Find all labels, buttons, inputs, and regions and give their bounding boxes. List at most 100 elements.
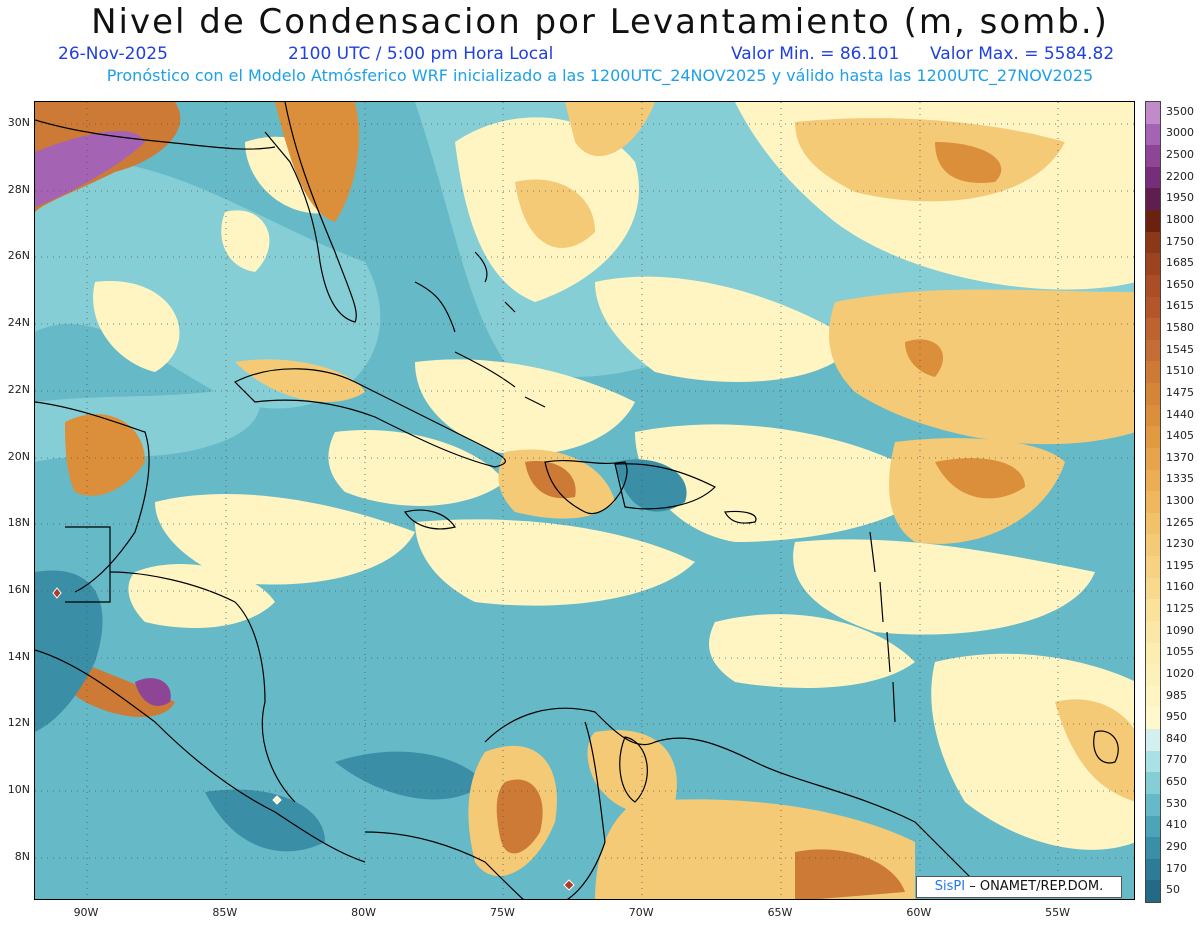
legend-swatch [1146,318,1160,341]
legend-swatch [1146,556,1160,579]
lon-tick-label: 60W [906,906,932,919]
legend-swatch [1146,577,1160,600]
legend-label: 1950 [1166,191,1194,205]
lat-tick-label: 30N [7,116,30,129]
legend-label: 650 [1166,775,1187,789]
legend-swatch [1146,685,1160,708]
min-value: Valor Min. = 86.101 [731,44,900,64]
legend-swatch [1146,793,1160,816]
legend-swatch [1146,166,1160,189]
lat-tick-label: 12N [7,716,30,730]
lat-tick-label: 16N [7,582,30,596]
forecast-date: 26-Nov-2025 [58,44,168,64]
legend-label: 1300 [1166,494,1194,507]
legend-swatch [1146,231,1160,254]
legend-swatch [1146,729,1160,752]
forecast-time: 2100 UTC / 5:00 pm Hora Local [288,44,554,64]
page-title: Nivel de Condensacion por Levantamiento … [91,2,1109,42]
lon-tick-label: 90W [73,906,99,919]
legend-label: 1125 [1166,602,1194,616]
lon-tick-label: 75W [489,906,515,919]
legend-swatch [1146,664,1160,687]
legend-label: 1800 [1166,212,1194,226]
credit-brand: SisPI [934,879,966,894]
lon-tick-label: 65W [767,906,793,919]
legend-label: 840 [1166,731,1187,745]
legend-swatch [1146,145,1160,168]
legend-swatch [1146,188,1160,211]
lat-tick-label: 18N [7,516,30,530]
legend-swatch [1146,880,1160,903]
lcl-field-map [35,102,1134,899]
legend-swatch [1146,772,1160,795]
station-markers [52,587,575,891]
legend-label: 1685 [1166,256,1194,270]
lon-tick-label: 55W [1045,906,1071,919]
legend-swatch [1146,210,1160,233]
legend-label: 950 [1166,710,1187,724]
legend-label: 1510 [1166,364,1194,378]
legend-swatch [1146,123,1160,146]
legend-swatch [1146,642,1160,665]
max-value: Valor Max. = 5584.82 [930,44,1115,64]
legend-label: 1055 [1166,645,1194,659]
legend-swatch [1146,707,1160,730]
legend-swatch [1146,274,1160,298]
legend-swatch [1146,599,1160,622]
legend-swatch [1146,296,1160,319]
color-legend [1145,101,1161,903]
lat-tick-label: 22N [7,382,30,396]
legend-swatch [1146,512,1160,535]
legend-swatch [1146,491,1160,514]
legend-label: 2200 [1166,169,1194,183]
legend-swatch [1146,102,1160,125]
legend-label: 1370 [1166,450,1194,464]
legend-swatch [1146,339,1160,362]
legend-label: 530 [1166,796,1187,810]
legend-label: 1020 [1166,666,1194,680]
credit-box: SisPI – ONAMET/REP.DOM. [916,876,1122,898]
legend-label: 1265 [1166,515,1194,529]
legend-label: 1750 [1166,234,1194,248]
legend-swatch [1146,383,1160,406]
legend-swatch [1146,361,1160,384]
legend-label: 290 [1166,839,1187,853]
legend-label: 1545 [1166,342,1194,356]
legend-swatch [1146,253,1160,276]
legend-label: 3500 [1166,104,1194,118]
legend-swatch [1146,426,1160,449]
legend-label: 1195 [1166,558,1194,572]
legend-swatch [1146,837,1160,860]
field-shading [35,102,1134,899]
lat-tick-label: 28N [7,182,30,196]
coastlines [35,102,1119,899]
legend-swatch [1146,404,1160,427]
legend-swatch [1146,815,1160,838]
legend-label: 1615 [1166,299,1194,313]
legend-label: 50 [1166,883,1180,897]
lat-tick-label: 24N [7,316,30,330]
legend-label: 1160 [1166,580,1194,594]
legend-label: 410 [1166,818,1187,832]
legend-swatch [1146,858,1160,881]
legend-label: 3000 [1166,126,1194,140]
legend-swatch [1146,447,1160,471]
lat-tick-label: 20N [7,449,30,463]
map-panel [34,101,1135,900]
lon-tick-label: 80W [351,906,377,919]
legend-label: 2500 [1166,148,1194,162]
legend-label: 1335 [1166,472,1194,486]
credit-org: – ONAMET/REP.DOM. [965,879,1104,894]
legend-swatch [1146,469,1160,492]
legend-label: 170 [1166,861,1187,875]
lon-tick-label: 70W [628,906,654,919]
legend-label: 1440 [1166,407,1194,421]
legend-label: 1230 [1166,537,1194,551]
legend-swatch [1146,620,1160,644]
legend-label: 770 [1166,753,1187,767]
lat-tick-label: 26N [7,249,30,263]
legend-label: 1090 [1166,623,1194,637]
legend-label: 985 [1166,688,1187,702]
legend-label: 1650 [1166,277,1194,291]
legend-label: 1580 [1166,321,1194,335]
